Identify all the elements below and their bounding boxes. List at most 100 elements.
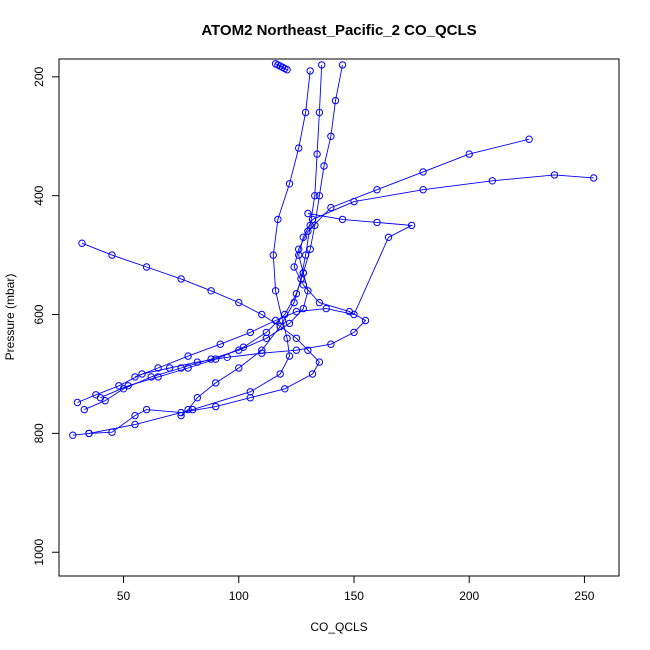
x-tick-label: 50 [117, 589, 131, 603]
data-point [407, 221, 416, 230]
data-point [290, 263, 298, 271]
data-point [318, 61, 326, 69]
data-point [315, 298, 324, 307]
data-point [304, 209, 312, 218]
data-point [327, 132, 335, 141]
plot-frame [58, 58, 620, 577]
data-point [147, 373, 155, 381]
data-point [350, 328, 358, 337]
data-point [276, 370, 284, 378]
data-point [216, 340, 225, 348]
data-point [207, 287, 215, 295]
data-point [331, 96, 340, 105]
data-point [299, 304, 307, 313]
data-point [274, 215, 282, 224]
data-point [142, 405, 151, 414]
data-point [212, 355, 220, 363]
data-point [212, 379, 220, 387]
data-point [285, 352, 294, 360]
data-point [246, 328, 255, 337]
data-point [283, 334, 291, 342]
data-point [295, 251, 303, 259]
data-point [315, 192, 324, 200]
series-line [72, 242, 320, 436]
data-point [292, 346, 301, 354]
data-point [315, 108, 324, 117]
data-point [85, 429, 93, 438]
data-point [338, 215, 347, 224]
data-point [246, 388, 255, 396]
data-point [78, 239, 86, 247]
data-point [96, 394, 105, 402]
data-point [258, 346, 266, 354]
data-point [290, 298, 298, 307]
series-line [134, 213, 414, 378]
data-point [419, 186, 427, 194]
data-point [239, 343, 248, 351]
y-axis: 200 400 600 800 1000 [32, 66, 60, 566]
data-point [306, 221, 314, 230]
data-point [419, 168, 427, 176]
y-tick-label: 800 [32, 423, 46, 443]
data-point [131, 420, 139, 429]
data-point [269, 251, 277, 259]
data-point [281, 385, 289, 393]
data-point [295, 144, 303, 152]
data-point [373, 186, 381, 194]
data-point [361, 316, 370, 325]
data-point [350, 310, 358, 319]
data-point [142, 263, 151, 271]
data-point [311, 192, 319, 200]
data-point [283, 66, 291, 74]
data-layer [69, 60, 598, 439]
data-point [311, 221, 319, 230]
y-axis-label: Pressure (mbar) [3, 274, 17, 361]
data-point [525, 135, 533, 143]
data-point [212, 402, 220, 411]
data-point [292, 290, 301, 298]
data-point [315, 358, 324, 366]
x-axis-label: CO_QCLS [310, 620, 367, 634]
data-point [304, 346, 312, 354]
x-tick-label: 200 [459, 589, 479, 603]
y-tick-label: 1000 [32, 539, 46, 566]
data-point [184, 364, 192, 372]
data-point [177, 275, 185, 283]
data-point [465, 150, 473, 158]
y-tick-label: 200 [32, 66, 46, 86]
data-point [177, 364, 185, 372]
series-line [84, 174, 594, 411]
data-point [292, 334, 301, 342]
data-point [131, 411, 139, 420]
data-point [301, 251, 310, 259]
series-line [77, 138, 530, 403]
data-point [299, 233, 307, 242]
data-point [235, 364, 243, 372]
data-point [285, 180, 294, 188]
x-axis: 50 100 150 200 250 [117, 575, 595, 603]
data-point [313, 150, 321, 158]
data-point [193, 394, 202, 402]
data-point [292, 307, 301, 316]
y-tick-label: 600 [32, 304, 46, 324]
data-point [320, 162, 328, 170]
data-point [154, 373, 162, 381]
x-tick-label: 150 [344, 589, 364, 603]
data-point [590, 174, 598, 182]
data-point [297, 275, 305, 283]
data-point [550, 171, 559, 179]
data-point [189, 405, 197, 414]
data-point [69, 431, 77, 439]
data-point [262, 334, 271, 342]
data-point [306, 67, 314, 75]
data-point [262, 328, 271, 337]
data-point [488, 177, 496, 185]
data-point [304, 287, 312, 295]
data-point [184, 352, 192, 360]
chart-title: ATOM2 Northeast_Pacific_2 CO_QCLS [201, 22, 476, 39]
data-point [301, 108, 310, 117]
data-point [285, 319, 294, 328]
data-point [384, 233, 393, 242]
